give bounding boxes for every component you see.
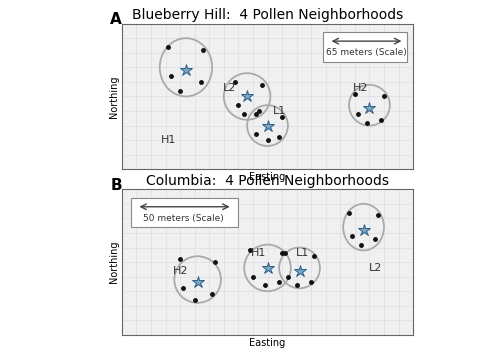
Y-axis label: Northing: Northing: [109, 75, 119, 118]
Text: A: A: [110, 12, 122, 27]
Title: Blueberry Hill:  4 Pollen Neighborhoods: Blueberry Hill: 4 Pollen Neighborhoods: [132, 8, 403, 23]
Text: 50 meters (Scale): 50 meters (Scale): [142, 214, 224, 223]
Text: H1: H1: [161, 135, 176, 145]
Text: H2: H2: [353, 83, 368, 93]
X-axis label: Easting: Easting: [250, 172, 286, 182]
Text: L1: L1: [272, 106, 286, 116]
X-axis label: Easting: Easting: [250, 338, 286, 348]
Text: B: B: [110, 178, 122, 193]
Text: L2: L2: [223, 83, 236, 93]
Title: Columbia:  4 Pollen Neighborhoods: Columbia: 4 Pollen Neighborhoods: [146, 174, 389, 188]
FancyBboxPatch shape: [130, 198, 238, 227]
Text: L2: L2: [368, 263, 382, 273]
Text: H1: H1: [251, 248, 266, 258]
Text: H2: H2: [172, 266, 188, 276]
Y-axis label: Northing: Northing: [109, 241, 119, 283]
Text: L1: L1: [296, 248, 309, 258]
FancyBboxPatch shape: [323, 32, 407, 62]
Text: 65 meters (Scale): 65 meters (Scale): [326, 48, 407, 57]
